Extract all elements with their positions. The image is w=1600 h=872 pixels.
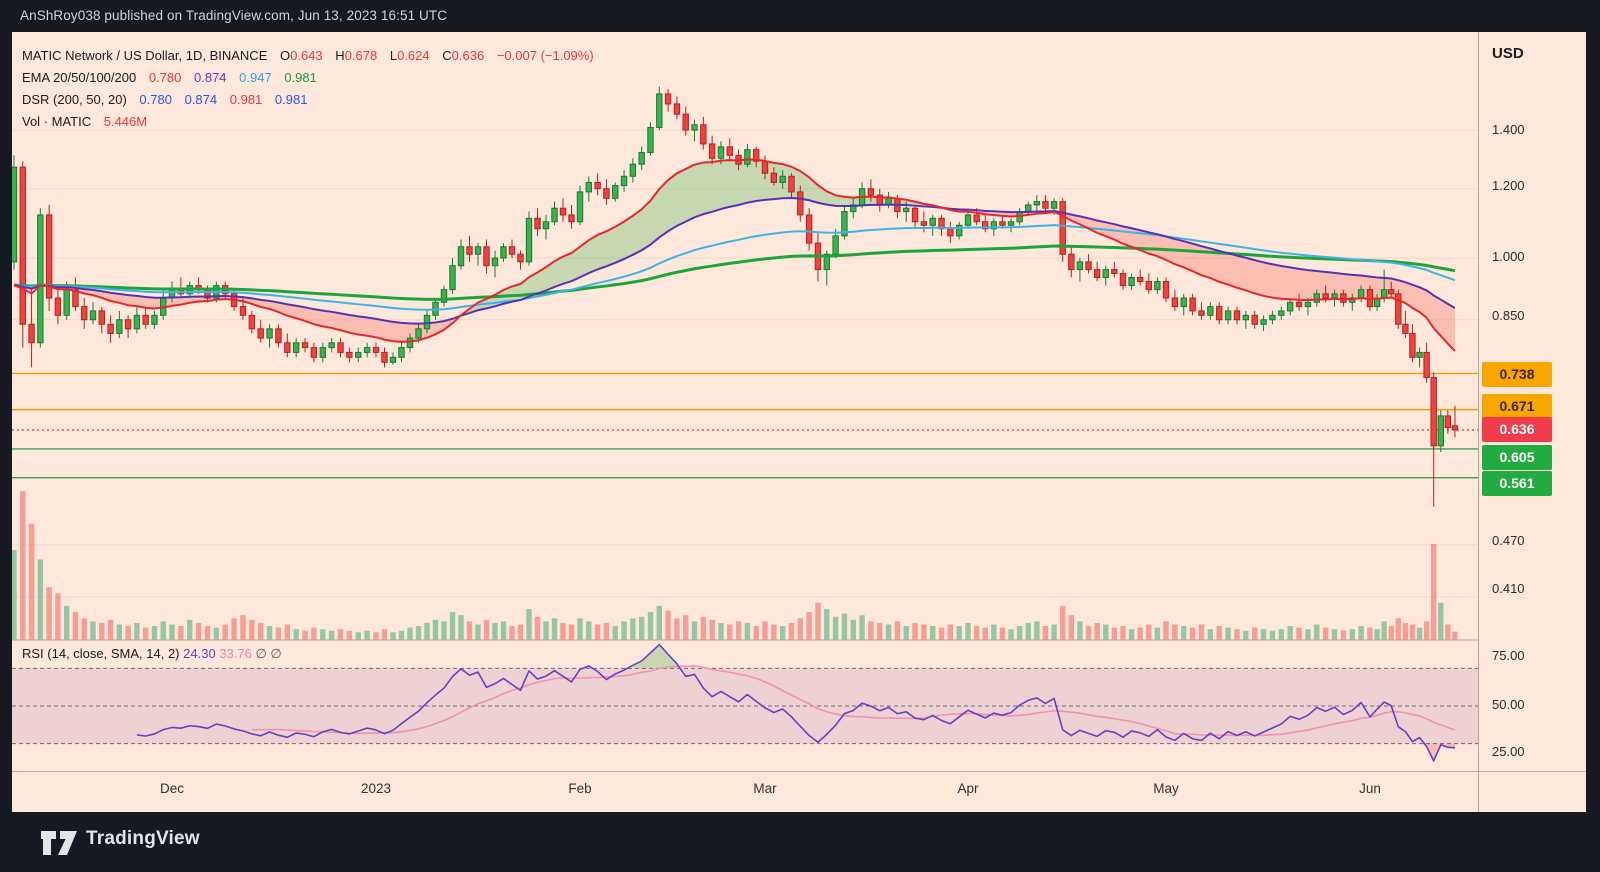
rsi-ma-value: 33.76 (219, 646, 252, 661)
ohlc-low-label: L (389, 48, 398, 63)
price-axis-label-1400: 1.400 (1492, 122, 1525, 137)
price-axis-label-0470: 0.470 (1492, 533, 1525, 548)
rsi-threshold-lines (12, 667, 1478, 745)
time-axis-label-dec: Dec (159, 781, 184, 796)
price-level-lines (12, 372, 1478, 479)
price-level-badge-0561: 0.561 (1482, 471, 1552, 496)
ohlc-high-value: 0.678 (344, 48, 378, 63)
price-level-badge-0605: 0.605 (1482, 445, 1552, 470)
time-axis-label-jun: Jun (1359, 781, 1381, 796)
rsi-title[interactable]: RSI (14, close, SMA, 14, 2) (22, 646, 180, 661)
price-gridlines (12, 129, 1478, 598)
volume-series (12, 491, 1458, 640)
rsi-empty-values: ∅ ∅ (255, 646, 282, 661)
price-axis-label-1200: 1.200 (1492, 178, 1525, 193)
rsi-axis-label-50: 50.00 (1492, 697, 1525, 712)
time-axis-label-feb: Feb (568, 781, 592, 796)
rsi-legend: RSI (14, close, SMA, 14, 2) 24.30 33.76 … (22, 644, 282, 664)
footer-bar: TradingView (0, 812, 1600, 872)
ohlc-open-label: O (280, 48, 291, 63)
chart-legend: MATIC Network / US Dollar, 1D, BINANCE O… (22, 45, 594, 133)
price-axis-label-0410: 0.410 (1492, 581, 1525, 596)
time-axis-label-mar: Mar (753, 781, 777, 796)
symbol-title[interactable]: MATIC Network / US Dollar, 1D, BINANCE (22, 48, 268, 63)
price-level-badge-0738: 0.738 (1482, 362, 1552, 387)
dsr-value-2: 0.874 (184, 92, 218, 107)
publish-bar: AnShRoy038 published on TradingView.com,… (0, 0, 1600, 32)
vol-title[interactable]: Vol · MATIC (22, 114, 92, 129)
rsi-ma-line (251, 665, 1456, 737)
time-axis-label-may: May (1153, 781, 1179, 796)
ohlc-close-value: 0.636 (451, 48, 485, 63)
price-axis-currency: USD (1492, 45, 1524, 62)
ema100-value: 0.947 (239, 70, 272, 85)
tradingview-brand[interactable]: TradingView (86, 828, 200, 849)
rsi-line (136, 643, 1455, 762)
time-axis-label-apr: Apr (957, 781, 979, 796)
chart-plot[interactable]: MATIC Network / US Dollar, 1D, BINANCE O… (12, 32, 1586, 812)
time-axis[interactable]: Dec 2023 Feb Mar Apr May Jun (12, 771, 1586, 813)
publish-text: AnShRoy038 published on TradingView.com,… (20, 8, 448, 23)
rsi-axis-label-75: 75.00 (1492, 648, 1525, 663)
ohlc-high-label: H (335, 48, 345, 63)
legend-symbol-row: MATIC Network / US Dollar, 1D, BINANCE O… (22, 45, 594, 67)
price-axis-label-0850: 0.850 (1492, 308, 1525, 323)
ohlc-close-label: C (442, 48, 452, 63)
chart-canvas[interactable] (12, 32, 1586, 812)
tradingview-logo-icon[interactable] (40, 830, 78, 856)
legend-vol-row: Vol · MATIC 5.446M (22, 111, 594, 133)
ema200-value: 0.981 (284, 70, 317, 85)
time-axis-label-2023: 2023 (360, 781, 392, 796)
ema50-value: 0.874 (194, 70, 227, 85)
ohlc-open-value: 0.643 (290, 48, 323, 63)
change-value: −0.007 (−1.09%) (496, 48, 594, 63)
dsr-value-3: 0.981 (229, 92, 263, 107)
vol-value: 5.446M (103, 114, 148, 129)
ema20-line (13, 158, 1456, 352)
ema100-line (13, 224, 1456, 311)
rsi-value: 24.30 (183, 646, 216, 661)
dsr-value-1: 0.780 (139, 92, 172, 107)
price-level-badge-0671: 0.671 (1482, 394, 1552, 419)
rsi-axis-label-25: 25.00 (1492, 744, 1525, 759)
ema20-value: 0.780 (148, 70, 182, 85)
legend-ema-row: EMA 20/50/100/200 0.780 0.874 0.947 0.98… (22, 67, 594, 89)
dsr-value-4: 0.981 (274, 92, 308, 107)
current-price-badge: 0.636 (1482, 417, 1552, 442)
price-axis[interactable] (1478, 32, 1587, 812)
legend-dsr-row: DSR (200, 50, 20) 0.780 0.874 0.981 0.98… (22, 89, 594, 111)
ema-title[interactable]: EMA 20/50/100/200 (22, 70, 137, 85)
price-axis-label-1000: 1.000 (1492, 249, 1525, 264)
dsr-title[interactable]: DSR (200, 50, 20) (22, 92, 127, 107)
ohlc-low-value: 0.624 (397, 48, 430, 63)
ema50-line (13, 196, 1456, 325)
